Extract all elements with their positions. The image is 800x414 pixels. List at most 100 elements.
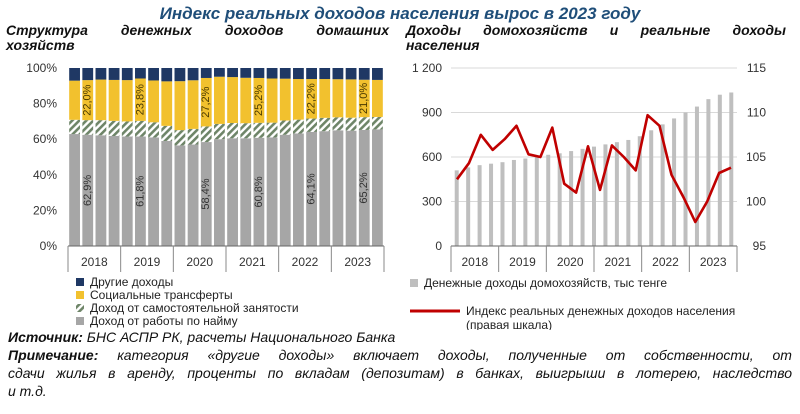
real-income-index-line bbox=[455, 113, 732, 224]
bar-social bbox=[293, 79, 304, 120]
data-label: 22,2% bbox=[306, 83, 318, 114]
x-tick-label: 2018 bbox=[81, 255, 108, 269]
legend-label: Денежные доходы домохозяйств, тыс тенге bbox=[424, 276, 667, 290]
left-title-word: домашних bbox=[316, 22, 389, 38]
left-y-tick-label: 1 200 bbox=[412, 61, 442, 75]
left-y-tick-label: 0 bbox=[435, 239, 442, 253]
bar-social bbox=[253, 77, 265, 123]
income-bar bbox=[717, 94, 722, 246]
bar-wage bbox=[253, 137, 265, 246]
legend-swatch bbox=[76, 317, 84, 325]
bar-social bbox=[121, 80, 133, 122]
right-y-tick-label: 105 bbox=[746, 150, 766, 164]
bar-wage bbox=[319, 131, 331, 246]
note-word: включает bbox=[353, 347, 420, 363]
legend-swatch bbox=[76, 278, 84, 286]
bar-self bbox=[82, 120, 94, 135]
bar-social bbox=[345, 79, 357, 118]
bar-self bbox=[69, 119, 80, 135]
bar-wage bbox=[121, 136, 133, 246]
income-bar bbox=[500, 162, 505, 246]
bar-other bbox=[319, 68, 331, 80]
bar-self bbox=[240, 123, 252, 139]
note-word: вкладам bbox=[294, 365, 350, 381]
bar-other bbox=[372, 68, 383, 80]
right-title-word: Доходы bbox=[406, 22, 461, 38]
right-title-word: доходы bbox=[732, 22, 786, 38]
bar-wage bbox=[240, 138, 252, 246]
bar-self bbox=[319, 117, 331, 132]
bar-wage bbox=[187, 144, 199, 246]
bar-self bbox=[95, 120, 107, 136]
x-tick-label: 2021 bbox=[239, 255, 266, 269]
income-bar bbox=[683, 112, 688, 246]
x-tick-label: 2022 bbox=[292, 255, 319, 269]
footer: Источник: БНС АСПР РК, расчеты Националь… bbox=[8, 328, 792, 400]
bar-wage bbox=[372, 129, 383, 246]
source-label: Источник: bbox=[8, 329, 83, 345]
bar-social bbox=[306, 79, 317, 119]
bar-other bbox=[148, 68, 159, 81]
note-word: наследство bbox=[712, 365, 792, 381]
income-bar bbox=[729, 92, 734, 246]
y-tick-label: 80% bbox=[33, 97, 57, 111]
bar-social bbox=[358, 79, 370, 118]
income-bar bbox=[523, 158, 528, 246]
note-word: в bbox=[108, 365, 116, 381]
bar-social bbox=[332, 79, 344, 118]
bar-social bbox=[227, 77, 238, 124]
note-word: собственности, bbox=[644, 347, 754, 363]
bar-self bbox=[148, 122, 159, 138]
bar-self bbox=[108, 120, 120, 136]
income-bar bbox=[626, 139, 631, 246]
x-tick-label: 2023 bbox=[700, 255, 727, 269]
left-y-tick-label: 900 bbox=[422, 106, 442, 120]
left-chart-title: Структура денежных доходов домашних хозя… bbox=[6, 23, 389, 53]
bar-wage bbox=[174, 145, 186, 246]
right-chart-title: Доходы домохозяйств и реальные доходы на… bbox=[406, 23, 786, 53]
data-label: 61,8% bbox=[134, 175, 146, 206]
bar-other bbox=[82, 68, 94, 81]
note-word: по bbox=[267, 365, 284, 381]
y-tick-label: 100% bbox=[26, 61, 57, 75]
note-word: (депозитам) bbox=[361, 365, 445, 381]
bar-wage bbox=[135, 136, 146, 246]
income-bar bbox=[706, 99, 711, 247]
right-y-tick-label: 95 bbox=[753, 239, 767, 253]
bar-other bbox=[187, 68, 199, 81]
right-title-word: реальные bbox=[640, 22, 711, 38]
data-label: 64,1% bbox=[306, 173, 318, 204]
bar-wage bbox=[161, 140, 173, 246]
y-tick-label: 40% bbox=[33, 168, 57, 182]
note-word: банках, bbox=[475, 365, 524, 381]
x-tick-label: 2019 bbox=[134, 255, 161, 269]
note-word: жилья bbox=[56, 365, 97, 381]
bar-self bbox=[266, 122, 278, 138]
note-word: аренду, bbox=[127, 365, 176, 381]
bar-other bbox=[200, 68, 212, 78]
bar-other bbox=[95, 68, 107, 80]
bar-self bbox=[187, 128, 199, 145]
note-word: полученные bbox=[508, 347, 587, 363]
bar-wage bbox=[306, 131, 317, 246]
data-label: 27,2% bbox=[200, 86, 212, 117]
income-bar bbox=[649, 130, 654, 246]
bar-social bbox=[148, 80, 159, 123]
data-label: 60,8% bbox=[253, 176, 265, 207]
bar-wage bbox=[279, 134, 291, 246]
bar-self bbox=[227, 123, 238, 139]
note-word: доходы» bbox=[278, 347, 335, 363]
bar-self bbox=[161, 125, 173, 141]
note-word: выигрыши bbox=[535, 365, 606, 381]
x-tick-label: 2023 bbox=[344, 255, 371, 269]
note-label: Примечание: bbox=[8, 347, 99, 363]
x-tick-label: 2021 bbox=[604, 255, 631, 269]
income-bar bbox=[569, 151, 574, 246]
bar-self bbox=[253, 122, 265, 138]
income-bar bbox=[466, 167, 471, 246]
income-bar bbox=[603, 144, 608, 246]
bar-self bbox=[372, 116, 383, 130]
income-bar bbox=[477, 165, 482, 246]
income-bar bbox=[489, 163, 494, 246]
bar-self bbox=[174, 130, 186, 146]
